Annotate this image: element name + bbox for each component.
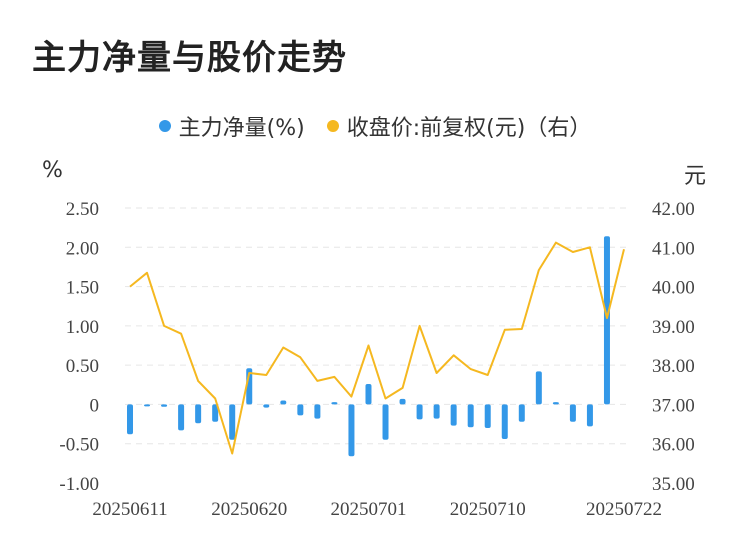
bar (212, 404, 219, 422)
bar (569, 404, 576, 422)
right-tick-label: 40.00 (652, 278, 695, 299)
left-tick-label: 1.00 (66, 317, 99, 338)
bar (467, 404, 474, 428)
x-tick-label: 20250722 (586, 499, 662, 520)
right-tick-label: 35.00 (652, 474, 695, 495)
right-tick-label: 41.00 (652, 238, 695, 259)
bar (586, 404, 593, 427)
bar (314, 404, 321, 419)
bar (382, 404, 389, 440)
legend-item-bar[interactable]: 主力净量(%) (158, 110, 305, 142)
chart-title: 主力净量与股价走势 (32, 38, 347, 78)
bar (501, 404, 508, 439)
x-tick-label: 20250710 (450, 499, 526, 520)
bar (297, 404, 304, 416)
bar (450, 404, 457, 426)
x-tick-label: 20250620 (211, 499, 287, 520)
left-tick-label: -1.00 (59, 474, 99, 495)
bar (484, 404, 491, 428)
bar (603, 236, 610, 405)
bar (280, 400, 287, 405)
left-tick-label: 0 (90, 395, 100, 416)
price-line (129, 241, 625, 455)
bar (195, 404, 202, 424)
legend-line-dot-icon (326, 120, 339, 132)
right-tick-label: 36.00 (652, 435, 695, 456)
bar (178, 404, 185, 431)
bar (416, 404, 423, 420)
x-tick-label: 20250611 (92, 499, 167, 520)
bar (144, 404, 151, 407)
bar (263, 404, 270, 408)
bar (518, 404, 525, 422)
bar (552, 402, 559, 405)
right-tick-label: 38.00 (652, 356, 695, 377)
legend-bar-label: 主力净量(%) (178, 116, 305, 141)
legend: 主力净量(%) 收盘价:前复权(元)（右） (0, 110, 750, 142)
left-axis-unit: % (42, 158, 63, 183)
legend-item-line[interactable]: 收盘价:前复权(元)（右） (326, 110, 592, 142)
bar (365, 384, 372, 405)
right-tick-label: 37.00 (652, 395, 695, 416)
bar (161, 404, 168, 407)
left-tick-label: 0.50 (66, 356, 99, 377)
legend-line-label: 收盘价:前复权(元)（右） (346, 116, 592, 141)
x-tick-label: 20250701 (330, 499, 406, 520)
right-tick-label: 42.00 (652, 199, 695, 220)
left-tick-label: 2.50 (66, 199, 99, 220)
right-tick-label: 39.00 (652, 317, 695, 338)
bar (399, 398, 406, 405)
bar (348, 404, 355, 457)
right-axis-unit: 元 (684, 164, 707, 189)
left-tick-label: 2.00 (66, 238, 99, 259)
bar (229, 404, 236, 440)
left-tick-label: -0.50 (59, 435, 99, 456)
bar (535, 371, 542, 405)
left-tick-label: 1.50 (66, 278, 99, 299)
bar (331, 402, 338, 405)
bar (433, 404, 440, 419)
bar (127, 404, 133, 435)
legend-bar-dot-icon (158, 120, 171, 132)
